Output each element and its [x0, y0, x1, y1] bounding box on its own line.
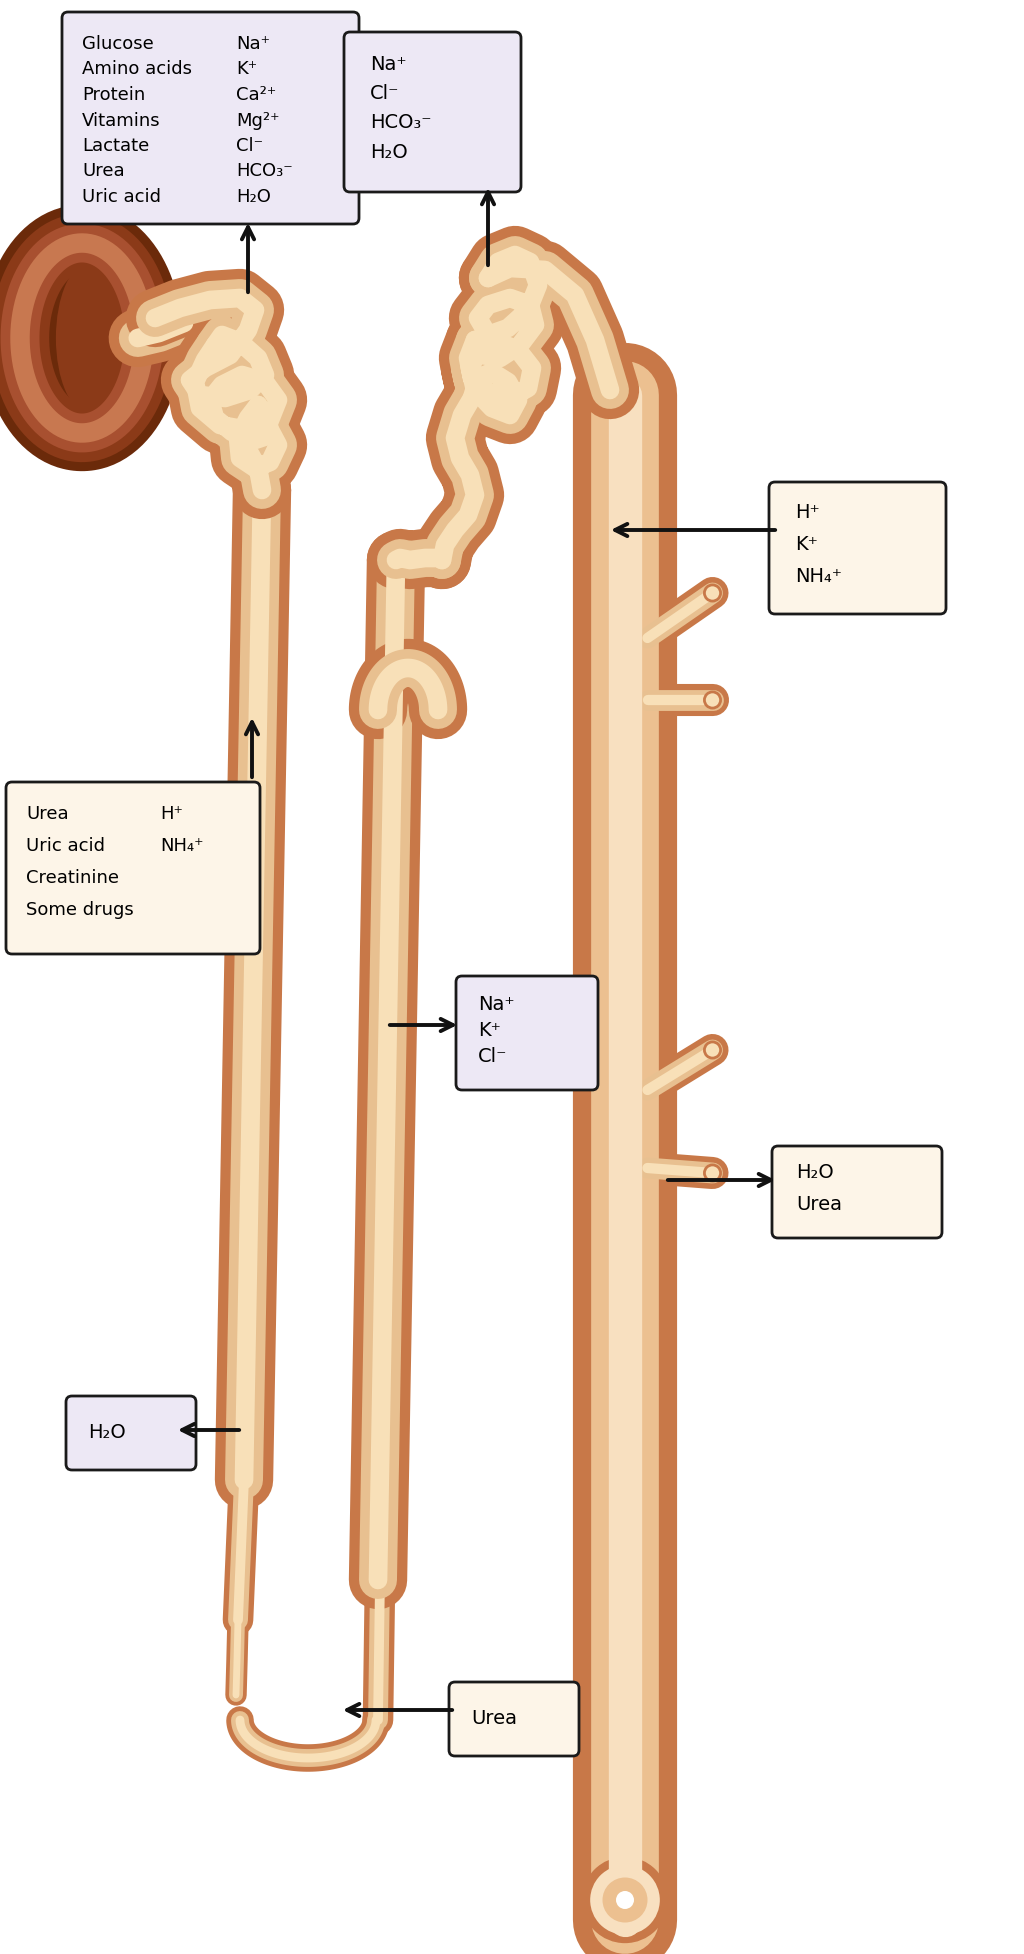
- Text: Uric acid: Uric acid: [26, 836, 105, 856]
- FancyBboxPatch shape: [769, 483, 946, 614]
- Text: Cl⁻: Cl⁻: [478, 1047, 507, 1065]
- Text: HCO₃⁻: HCO₃⁻: [370, 113, 431, 133]
- Text: Glucose: Glucose: [82, 35, 154, 53]
- Text: Mg²⁺: Mg²⁺: [236, 111, 280, 129]
- Ellipse shape: [56, 262, 124, 414]
- Text: K⁺: K⁺: [795, 535, 818, 553]
- FancyBboxPatch shape: [449, 1682, 579, 1757]
- Text: Urea: Urea: [82, 162, 125, 180]
- Circle shape: [705, 1165, 721, 1180]
- FancyBboxPatch shape: [456, 975, 598, 1090]
- Text: Lactate: Lactate: [82, 137, 150, 154]
- Text: Cl⁻: Cl⁻: [236, 137, 263, 154]
- Circle shape: [616, 1891, 634, 1909]
- Text: H₂O: H₂O: [88, 1424, 126, 1442]
- Text: K⁺: K⁺: [478, 1020, 501, 1040]
- FancyBboxPatch shape: [344, 31, 521, 191]
- Text: NH₄⁺: NH₄⁺: [160, 836, 204, 856]
- Text: H₂O: H₂O: [796, 1163, 834, 1182]
- Text: Na⁺: Na⁺: [236, 35, 270, 53]
- Text: H⁺: H⁺: [160, 805, 183, 823]
- Text: Na⁺: Na⁺: [370, 55, 407, 74]
- FancyBboxPatch shape: [66, 1395, 196, 1469]
- Text: H₂O: H₂O: [370, 143, 408, 162]
- FancyBboxPatch shape: [6, 782, 260, 954]
- FancyBboxPatch shape: [62, 12, 359, 225]
- Text: HCO₃⁻: HCO₃⁻: [236, 162, 293, 180]
- Text: Uric acid: Uric acid: [82, 188, 161, 205]
- Text: Ca²⁺: Ca²⁺: [236, 86, 276, 104]
- Text: Vitamins: Vitamins: [82, 111, 161, 129]
- Text: Creatinine: Creatinine: [26, 870, 119, 887]
- Circle shape: [602, 1878, 647, 1923]
- Circle shape: [586, 1860, 664, 1938]
- Circle shape: [705, 692, 721, 707]
- Text: Protein: Protein: [82, 86, 145, 104]
- Circle shape: [705, 584, 721, 602]
- Text: NH₄⁺: NH₄⁺: [795, 567, 842, 586]
- Text: Na⁺: Na⁺: [478, 995, 515, 1014]
- FancyBboxPatch shape: [772, 1145, 942, 1239]
- Text: Urea: Urea: [796, 1194, 842, 1213]
- Text: H₂O: H₂O: [236, 188, 271, 205]
- Text: H⁺: H⁺: [795, 502, 820, 522]
- Text: Amino acids: Amino acids: [82, 61, 193, 78]
- Text: Urea: Urea: [26, 805, 69, 823]
- Text: Some drugs: Some drugs: [26, 901, 134, 918]
- Circle shape: [705, 1041, 721, 1057]
- Text: Urea: Urea: [471, 1710, 517, 1729]
- Text: Cl⁻: Cl⁻: [370, 84, 399, 104]
- Text: K⁺: K⁺: [236, 61, 257, 78]
